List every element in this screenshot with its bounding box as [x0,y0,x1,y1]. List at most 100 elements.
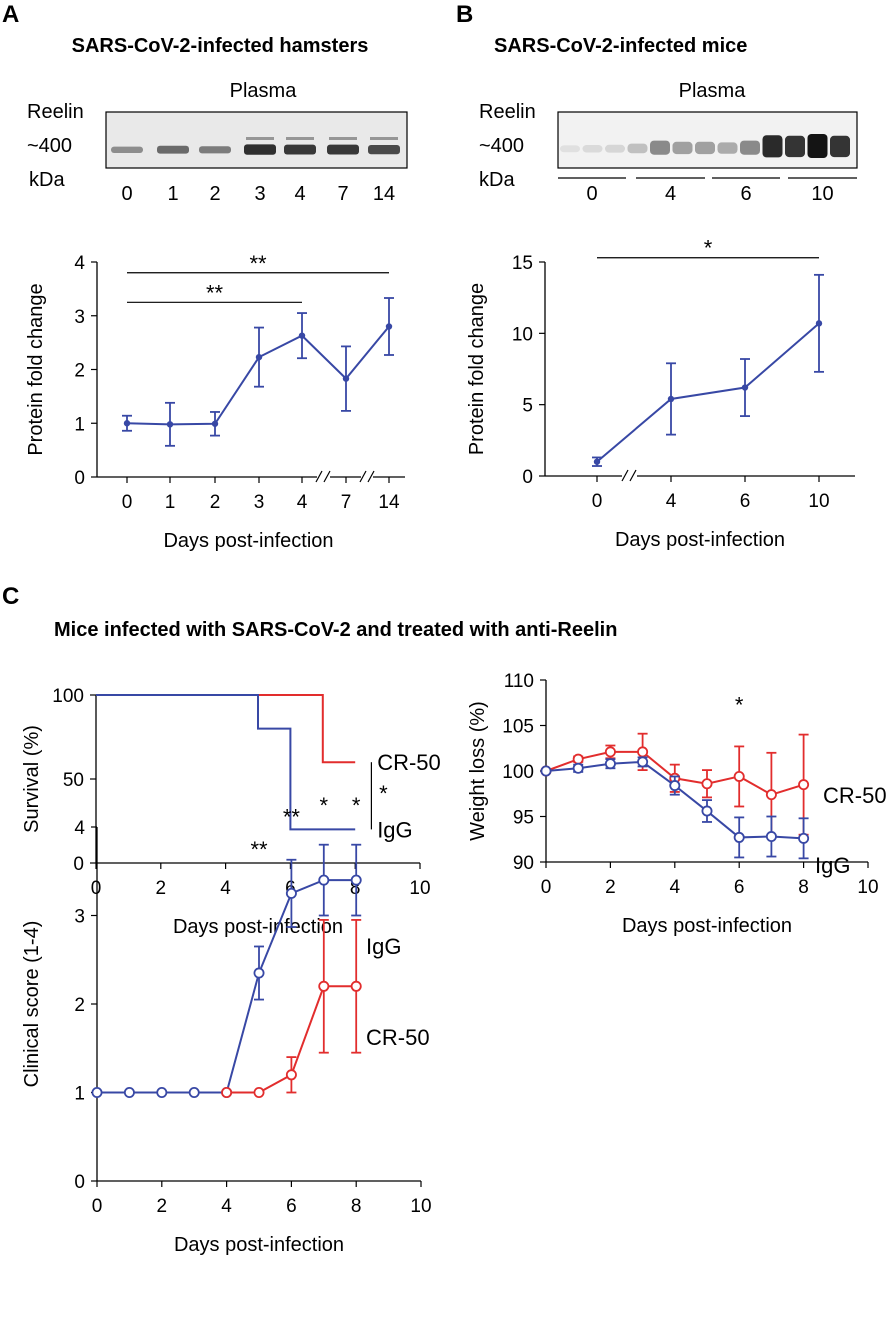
y-tick-label: 1 [74,414,85,435]
y-axis-title: Clinical score (1-4) [21,921,43,1088]
significance-label: * [379,781,388,806]
blot-band [717,142,738,154]
x-tick-label: 4 [666,491,677,512]
y-axis-title: Weight loss (%) [467,701,489,841]
blot-band [830,135,850,158]
data-point [701,805,713,817]
lane-label: 4 [294,183,305,205]
panel-a-chart: 0 1 2 3 4 0 1 2 3 4 7 14 Days post-infection Protein … [25,251,405,552]
panel-a-reelin-label: Reelin [27,101,84,123]
blot-band [244,144,276,155]
series-line [596,322,820,463]
panel-b-size-label: ~400 [479,135,524,157]
x-tick-label: 0 [541,877,552,898]
axis-break-mark [359,470,367,483]
series-label: CR-50 [377,750,441,775]
x-axis-title: Days post-infection [622,915,792,937]
x-tick-label: 10 [410,1196,431,1217]
y-tick-label: 4 [74,818,85,839]
panel-b-blot-frame [557,111,858,169]
data-point [733,770,745,782]
data-point [669,780,681,792]
data-point [318,980,330,992]
y-tick-label: 0 [74,468,85,489]
blot-band-upper [286,137,314,140]
panel-a-unit-label: kDa [29,169,65,191]
data-point [350,874,362,886]
y-tick-label: 2 [74,995,85,1016]
y-tick-label: 50 [63,770,84,791]
x-tick-label: 0 [91,878,102,899]
significance-label: * [320,793,329,818]
x-tick-label: 4 [670,877,681,898]
blot-band-upper [329,137,357,140]
x-tick-label: 8 [798,877,809,898]
data-point [318,874,330,886]
blot-band [560,145,580,153]
data-point [211,420,219,427]
data-point [637,756,649,768]
y-tick-label: 95 [513,808,534,829]
data-point [123,420,131,427]
y-tick-label: 3 [74,907,85,928]
y-axis-title: Protein fold change [466,283,488,455]
series-label: IgG [377,817,412,842]
y-tick-label: 15 [512,253,533,274]
panel-c-survival-chart: 0501000246810Days post-infectionSurvival… [21,686,441,938]
lane-label: 3 [254,183,265,205]
series-label: IgG [815,853,850,878]
x-tick-label: 8 [350,878,361,899]
series-label: IgG [366,934,401,959]
data-point [667,395,675,403]
x-tick-label: 2 [210,492,221,513]
blot-band [284,144,316,155]
y-tick-label: 0 [522,467,533,488]
x-tick-label: 0 [592,491,603,512]
blot-band [627,143,648,154]
y-tick-label: 5 [522,396,533,417]
x-tick-label: 4 [297,492,308,513]
x-tick-label: 6 [740,491,751,512]
significance-label: ** [249,251,267,276]
data-point [815,320,823,327]
significance-label: * [352,793,361,818]
blot-band [807,134,828,158]
x-axis-title: Days post-infection [615,529,785,551]
significance-label: ** [250,837,268,862]
data-point [166,421,174,428]
y-tick-label: 100 [502,762,534,783]
axis-break-mark [323,470,331,483]
panel-b-blot-header: Plasma [679,80,747,102]
data-point [350,980,362,992]
y-tick-label: 2 [74,361,85,382]
blot-band [327,144,359,155]
blot-band [582,145,603,153]
data-point [253,967,265,979]
data-point [637,746,649,758]
data-point [733,831,745,843]
x-axis-title: Days post-infection [173,916,343,938]
x-tick-label: 4 [221,1196,232,1217]
data-point [285,1069,297,1081]
panel-b-group-labels: 0 4 6 10 [558,177,857,205]
significance-label: ** [283,804,301,829]
y-tick-label: 10 [512,324,533,345]
y-tick-label: 1 [74,1084,85,1105]
x-axis-title: Days post-infection [174,1234,344,1256]
blot-band-upper [246,137,274,140]
blot-band [111,146,143,154]
x-tick-label: 2 [157,1196,168,1217]
data-point [741,384,749,391]
data-point [593,458,601,465]
data-point [604,758,616,770]
x-tick-label: 10 [857,877,878,898]
panel-b-reelin-label: Reelin [479,101,536,123]
x-tick-label: 1 [165,492,176,513]
data-point [540,765,552,777]
data-point [123,1087,135,1099]
y-tick-label: 105 [502,717,534,738]
data-point [342,375,350,382]
axis-break-mark [621,469,629,482]
blot-band [650,140,670,155]
